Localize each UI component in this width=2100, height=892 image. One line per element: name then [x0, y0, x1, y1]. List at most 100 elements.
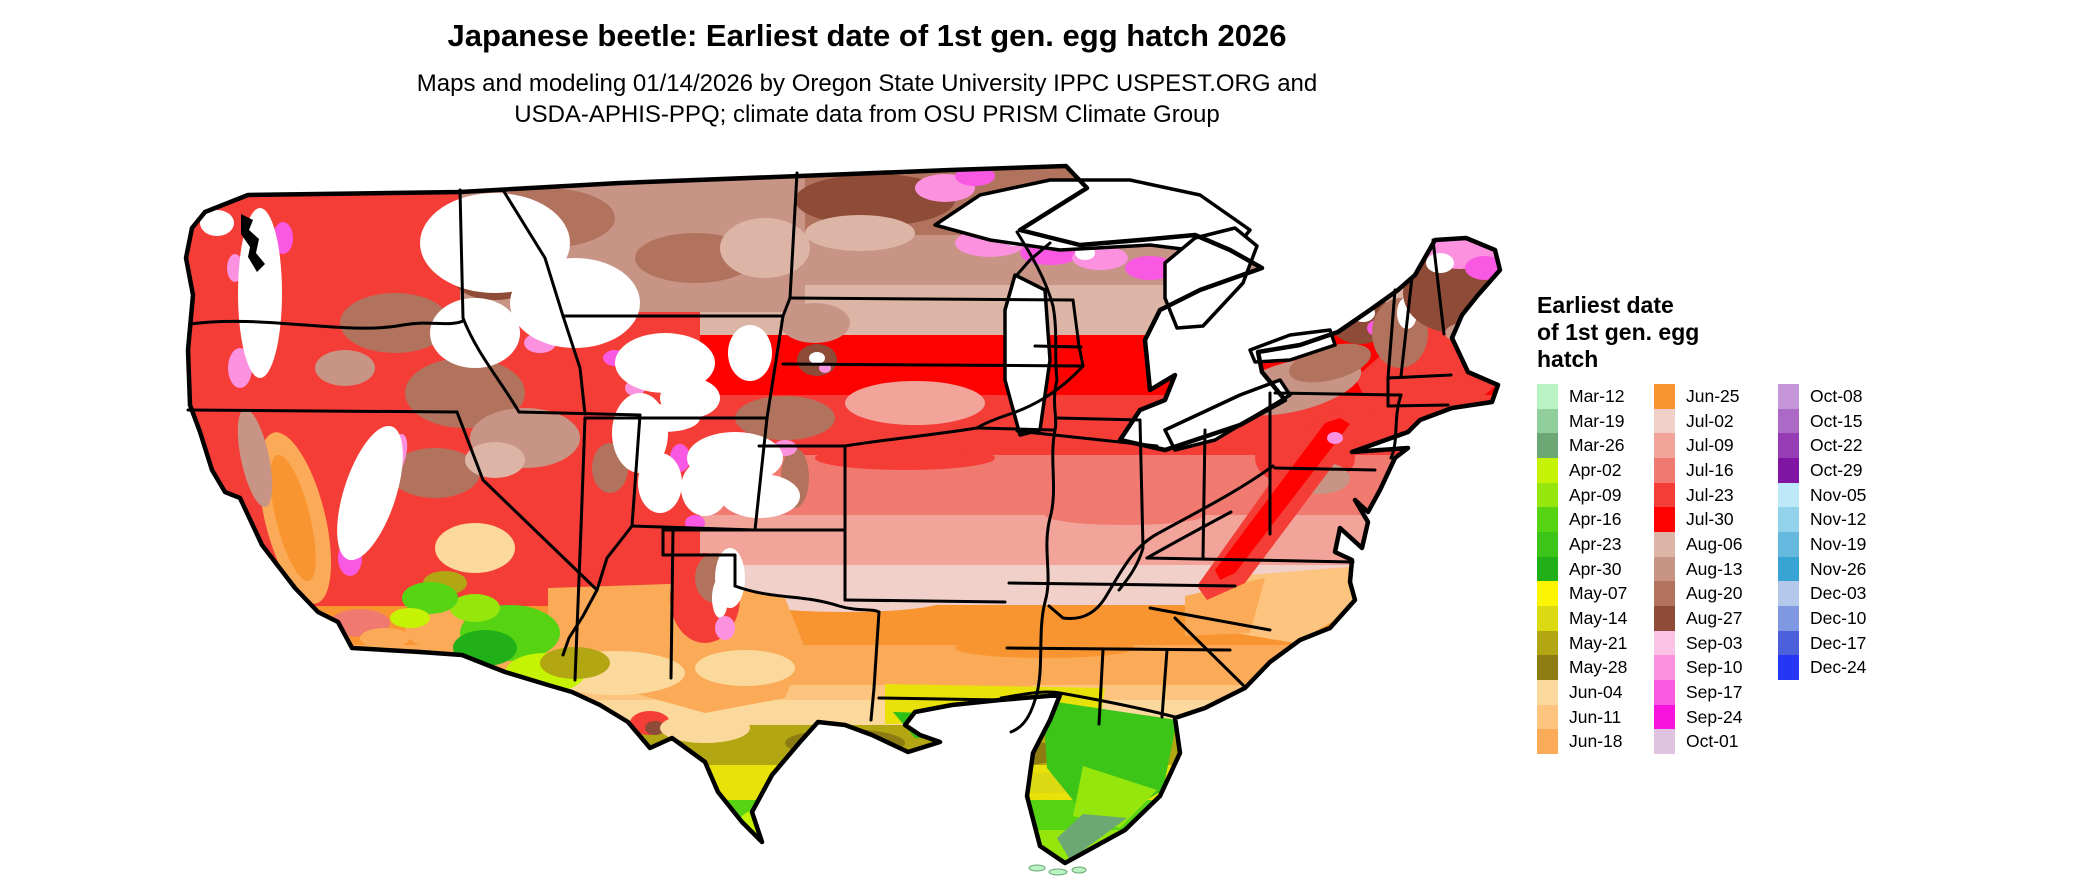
- legend-item: Jul-23: [1654, 482, 1778, 508]
- legend-swatch: [1537, 655, 1558, 680]
- legend-item: Sep-17: [1654, 679, 1778, 705]
- puget-sound: [241, 214, 265, 272]
- legend-swatch: [1537, 704, 1558, 730]
- legend-label: Apr-30: [1569, 558, 1622, 579]
- legend-label: Jul-09: [1686, 435, 1734, 456]
- legend-label: Mar-26: [1569, 435, 1625, 456]
- legend-label: Dec-10: [1810, 607, 1867, 628]
- legend-item: Sep-03: [1654, 630, 1778, 656]
- legend-item: Apr-02: [1537, 457, 1654, 483]
- legend-item: May-28: [1537, 655, 1654, 680]
- legend-swatch: [1778, 482, 1799, 508]
- legend-label: Apr-09: [1569, 484, 1622, 505]
- legend-label: Jul-23: [1686, 484, 1734, 505]
- legend-item: Jul-16: [1654, 457, 1778, 483]
- legend-item: Sep-24: [1654, 704, 1778, 730]
- legend-swatch: [1654, 729, 1675, 754]
- legend-item: Jun-25: [1654, 384, 1778, 409]
- legend-swatch: [1537, 433, 1558, 458]
- legend-item: Aug-20: [1654, 581, 1778, 606]
- legend-label: Dec-03: [1810, 583, 1867, 604]
- legend-item: Apr-09: [1537, 482, 1654, 508]
- legend-swatch: [1778, 507, 1799, 532]
- map-legend: Earliest date of 1st gen. egg hatch Mar-…: [1537, 292, 1917, 754]
- legend-label: Sep-24: [1686, 706, 1743, 727]
- legend-swatch: [1537, 729, 1558, 754]
- legend-swatch: [1537, 408, 1558, 434]
- us-map-svg: [183, 163, 1503, 876]
- legend-item: Aug-13: [1654, 556, 1778, 582]
- page-title: Japanese beetle: Earliest date of 1st ge…: [447, 18, 1287, 53]
- legend-swatch: [1778, 605, 1799, 631]
- legend-item: Mar-19: [1537, 408, 1654, 434]
- legend-swatch: [1778, 433, 1799, 458]
- legend-label: May-14: [1569, 607, 1628, 628]
- legend-swatch: [1537, 581, 1558, 606]
- legend-swatch: [1537, 630, 1558, 656]
- lake-erie: [1163, 378, 1292, 452]
- legend-label: Aug-06: [1686, 533, 1743, 554]
- legend-swatch: [1778, 655, 1799, 680]
- legend-item: Apr-30: [1537, 556, 1654, 582]
- legend-item: Dec-10: [1778, 605, 1895, 631]
- legend-item: Jul-02: [1654, 408, 1778, 434]
- legend-label: Sep-10: [1686, 657, 1743, 678]
- legend-swatch: [1654, 556, 1675, 582]
- legend-item: Dec-17: [1778, 630, 1895, 656]
- legend-label: Sep-03: [1686, 632, 1743, 653]
- legend-item: Aug-27: [1654, 605, 1778, 631]
- legend-item: Dec-24: [1778, 655, 1895, 680]
- legend-swatch: [1654, 408, 1675, 434]
- legend-item: Jun-04: [1537, 679, 1654, 705]
- legend-swatch: [1654, 384, 1675, 409]
- legend-label: Aug-27: [1686, 607, 1743, 628]
- legend-column: Jun-25 Jul-02 Jul-09 Jul-16 Jul-23 Jul-30 Aug-…: [1654, 384, 1778, 754]
- legend-swatch: [1778, 408, 1799, 434]
- legend-label: Jul-30: [1686, 509, 1734, 530]
- legend-item: Oct-22: [1778, 433, 1895, 458]
- legend-label: May-21: [1569, 632, 1628, 653]
- legend-item: Apr-23: [1537, 531, 1654, 557]
- legend-label: Apr-23: [1569, 533, 1622, 554]
- legend-item: Nov-12: [1778, 507, 1895, 532]
- legend-item: Oct-08: [1778, 384, 1895, 409]
- legend-item: Nov-19: [1778, 531, 1895, 557]
- legend-swatch: [1778, 457, 1799, 483]
- legend-label: Jul-16: [1686, 459, 1734, 480]
- legend-swatch: [1654, 531, 1675, 557]
- legend-swatch: [1654, 679, 1675, 705]
- legend-item: Sep-10: [1654, 655, 1778, 680]
- legend-item: Jul-30: [1654, 507, 1778, 532]
- legend-label: Oct-08: [1810, 386, 1863, 406]
- florida-keys: [1028, 864, 1087, 876]
- legend-column: Oct-08 Oct-15 Oct-22 Oct-29 Nov-05 Nov-12 Nov-…: [1778, 384, 1895, 754]
- legend-swatch: [1654, 507, 1675, 532]
- legend-swatch: [1654, 457, 1675, 483]
- legend-swatch: [1654, 655, 1675, 680]
- legend-label: Jul-02: [1686, 410, 1734, 431]
- legend-item: Oct-15: [1778, 408, 1895, 434]
- legend-swatch: [1778, 581, 1799, 606]
- legend-item: Jun-18: [1537, 729, 1654, 754]
- legend-label: Dec-24: [1810, 657, 1867, 678]
- legend-swatch: [1654, 704, 1675, 730]
- legend-item: Jul-09: [1654, 433, 1778, 458]
- legend-label: May-07: [1569, 583, 1628, 604]
- legend-item: Oct-01: [1654, 729, 1778, 754]
- legend-label: Nov-19: [1810, 533, 1867, 554]
- legend-swatch: [1778, 556, 1799, 582]
- legend-item: Dec-03: [1778, 581, 1895, 606]
- legend-swatch: [1654, 581, 1675, 606]
- us-outline: [183, 163, 1503, 866]
- legend-swatch: [1537, 507, 1558, 532]
- subtitle-line-2: USDA-APHIS-PPQ; climate data from OSU PR…: [514, 101, 1220, 128]
- legend-swatch: [1654, 630, 1675, 656]
- legend-title: Earliest date of 1st gen. egg hatch: [1537, 292, 1700, 372]
- legend-item: Mar-26: [1537, 433, 1654, 458]
- legend-swatch: [1778, 630, 1799, 656]
- legend-label: Nov-26: [1810, 558, 1867, 579]
- legend-label: May-28: [1569, 657, 1628, 678]
- legend-item: May-21: [1537, 630, 1654, 656]
- page-subtitle: Maps and modeling 01/14/2026 by Oregon S…: [0, 68, 1734, 130]
- legend-label: Oct-29: [1810, 459, 1863, 480]
